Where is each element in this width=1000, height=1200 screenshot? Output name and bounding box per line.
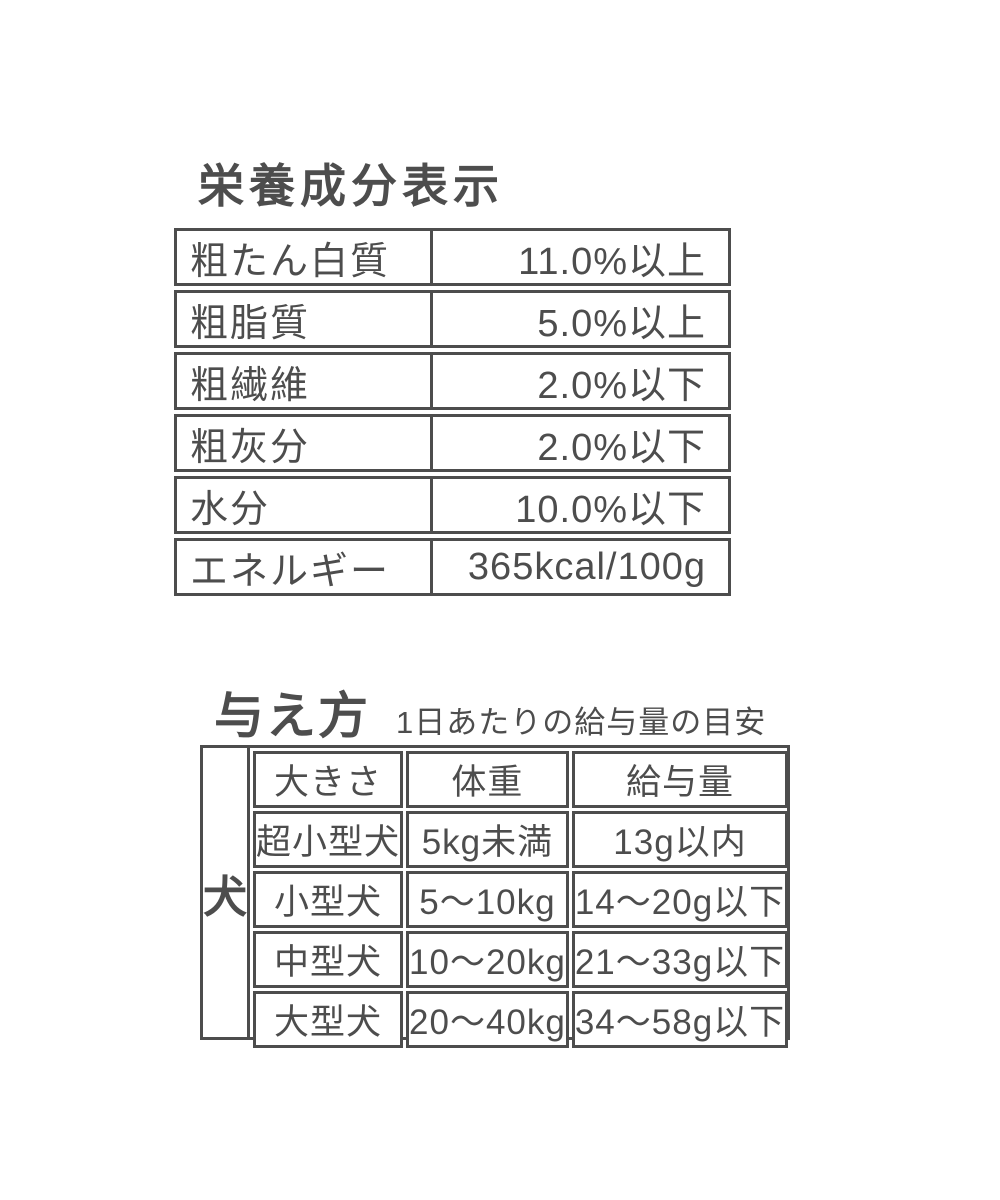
feeding-column-header: 体重	[406, 751, 569, 808]
feeding-size-cell: 大型犬	[253, 991, 404, 1048]
feeding-weight-cell: 5〜10kg	[406, 871, 569, 928]
nutrient-label: エネルギー	[177, 541, 433, 593]
feeding-table: 犬 大きさ 体重 給与量 超小型犬 5kg未満 13g以内 小型犬 5〜10kg…	[200, 745, 791, 1048]
feeding-weight-cell: 5kg未満	[406, 811, 569, 868]
nutrient-label: 粗灰分	[177, 417, 433, 469]
nutrient-row: 粗繊維 2.0%以下	[174, 352, 731, 410]
feeding-size-cell: 中型犬	[253, 931, 404, 988]
feeding-column-header: 大きさ	[253, 751, 404, 808]
feeding-amount-cell: 34〜58g以下	[571, 991, 789, 1048]
species-spanner-cell: 犬	[203, 748, 250, 1037]
feeding-amount-cell: 21〜33g以下	[571, 931, 789, 988]
nutrition-section-title: 栄養成分表示	[198, 160, 504, 212]
feeding-amount-cell: 14〜20g以下	[571, 871, 789, 928]
nutrient-label: 粗たん白質	[177, 231, 433, 283]
feeding-column-header: 給与量	[571, 751, 789, 808]
nutrient-value: 2.0%以下	[537, 364, 706, 407]
feeding-size-cell: 超小型犬	[253, 811, 404, 868]
feeding-section-subtitle: 1日あたりの給与量の目安	[396, 705, 767, 740]
feeding-size-cell: 小型犬	[253, 871, 404, 928]
nutrient-value: 365kcal/100g	[467, 545, 706, 588]
feeding-weight-cell: 10〜20kg	[406, 931, 569, 988]
nutrient-row: 粗灰分 2.0%以下	[174, 414, 731, 472]
nutrient-row: 水分 10.0%以下	[174, 476, 731, 534]
feeding-amount-cell: 13g以内	[571, 811, 789, 868]
nutrient-row: エネルギー 365kcal/100g	[174, 538, 731, 596]
feeding-section-title: 与え方	[214, 688, 370, 744]
nutrient-value: 5.0%以上	[537, 302, 706, 345]
nutrient-label: 粗繊維	[177, 355, 433, 407]
feeding-grid: 大きさ 体重 給与量 超小型犬 5kg未満 13g以内 小型犬 5〜10kg 1…	[250, 748, 791, 1048]
feeding-weight-cell: 20〜40kg	[406, 991, 569, 1048]
nutrition-table: 粗たん白質 11.0%以上 粗脂質 5.0%以上 粗繊維 2.0%以下 粗灰分 …	[174, 228, 731, 596]
nutrient-value: 11.0%以上	[518, 240, 706, 283]
nutrient-value: 2.0%以下	[537, 426, 706, 469]
nutrient-label: 粗脂質	[177, 293, 433, 345]
nutrient-row: 粗たん白質 11.0%以上	[174, 228, 731, 286]
nutrient-label: 水分	[177, 479, 433, 531]
nutrient-row: 粗脂質 5.0%以上	[174, 290, 731, 348]
nutrient-value: 10.0%以下	[515, 488, 706, 531]
feeding-section-header: 与え方 1日あたりの給与量の目安	[214, 676, 766, 748]
